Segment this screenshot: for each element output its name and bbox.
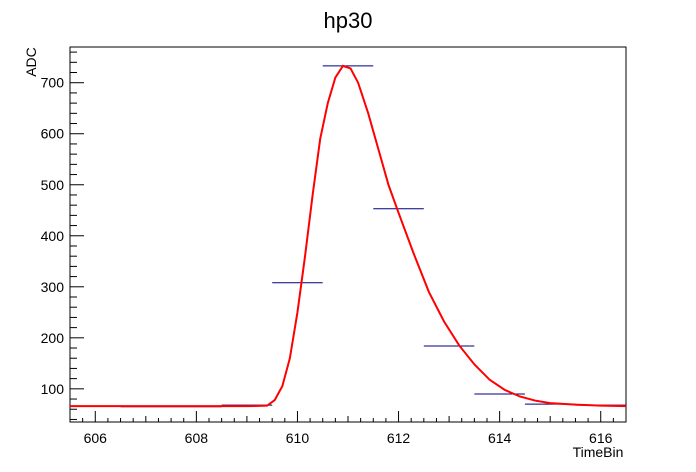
y-tick-label: 500: [41, 177, 65, 193]
y-tick-label: 300: [41, 279, 65, 295]
y-tick-label: 600: [41, 126, 65, 142]
plot-frame: [69, 46, 627, 423]
tick-labels: 606 608 610 612 614 616 100 200 300 400 500 600 700: [41, 75, 613, 446]
fit-curve: [70, 64, 627, 408]
x-tick-label: 610: [286, 430, 310, 446]
y-tick-label: 700: [41, 75, 65, 91]
y-tick-label: 100: [41, 381, 65, 397]
x-tick-label: 614: [488, 430, 512, 446]
y-tick-label: 400: [41, 228, 65, 244]
chart-title: hp30: [324, 8, 373, 33]
x-tick-label: 608: [185, 430, 209, 446]
x-tick-label: 612: [387, 430, 411, 446]
x-tick-label: 616: [589, 430, 613, 446]
axis-ticks: [69, 51, 627, 422]
x-axis-label: TimeBin: [573, 444, 624, 460]
y-axis-label: ADC: [23, 47, 39, 77]
histogram-bins: [70, 65, 626, 408]
x-tick-label: 606: [84, 430, 108, 446]
y-tick-label: 200: [41, 330, 65, 346]
